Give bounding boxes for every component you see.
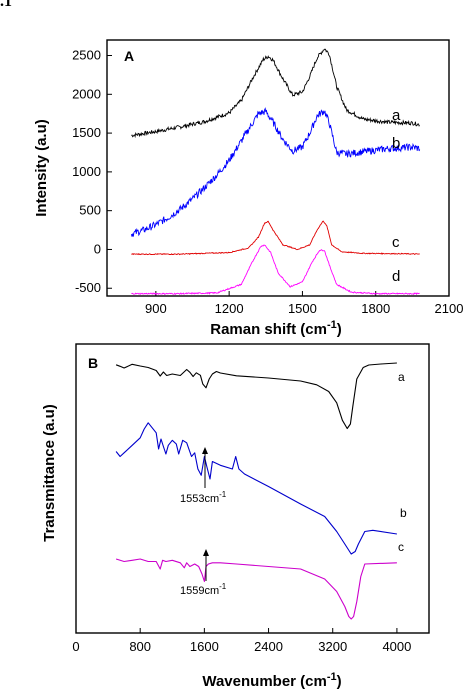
- ftir-x-tick-label: 1600: [190, 639, 219, 654]
- raman-panel-label: A: [124, 48, 134, 64]
- ftir-series-a: [115, 362, 397, 430]
- raman-series-b: [130, 107, 421, 237]
- raman-curves: [130, 48, 421, 296]
- raman-y-tick-label: 2000: [72, 86, 101, 101]
- raman-x-tick-label: 1500: [288, 301, 317, 316]
- ftir-annotation-1559: 1559cm-1: [180, 549, 227, 597]
- ftir-curve-label-b: b: [400, 506, 407, 520]
- raman-curve-label-b: b: [392, 135, 400, 152]
- raman-series-d: [131, 244, 420, 296]
- raman-x-tick-label: 2100: [435, 301, 464, 316]
- ftir-x-tick-label: 2400: [254, 639, 283, 654]
- ftir-annotation-1559-text: 1559cm-1: [180, 582, 227, 597]
- ftir-plot-frame: [75, 343, 430, 634]
- ftir-curve-label-c: c: [398, 540, 404, 554]
- raman-series-c: [131, 220, 420, 256]
- ftir-annotation-1553: 1553cm-1: [180, 447, 227, 505]
- ftir-series-b: [115, 422, 397, 555]
- ftir-x-tick-label: 3200: [318, 639, 347, 654]
- ftir-x-axis-label: Wavenumber (cm-1): [202, 671, 341, 690]
- raman-y-tick-label: 1500: [72, 125, 101, 140]
- ftir-annotation-1553-text: 1553cm-1: [180, 490, 227, 505]
- raman-y-axis-label: Intensity (a.u): [33, 119, 50, 217]
- ftir-panel: 0 800 1600 2400 3200 4000 B a b c 1553cm-1 15…: [41, 343, 430, 690]
- raman-x-tick-label: 1800: [361, 301, 390, 316]
- raman-x-axis-label: Raman shift (cm-1): [210, 319, 341, 338]
- raman-series-a: [131, 48, 420, 139]
- raman-y-tick-label: 1000: [72, 164, 101, 179]
- ftir-curves: [115, 362, 397, 620]
- raman-plot-frame: [106, 39, 450, 297]
- raman-x-tick-label: 900: [145, 301, 167, 316]
- ftir-series-c: [115, 558, 397, 620]
- ftir-panel-label: B: [88, 355, 98, 371]
- ftir-x-tick-label: 0: [72, 639, 79, 654]
- ftir-x-tick-label: 800: [129, 639, 151, 654]
- raman-curve-label-a: a: [392, 107, 401, 124]
- ftir-curve-label-a: a: [398, 370, 405, 384]
- raman-panel: 900 1200 1500 1800 2100 2500 2000 1500 1000 500 0 -…: [33, 39, 463, 338]
- raman-curve-label-c: c: [392, 234, 400, 251]
- figure-number-fragment: .1: [0, 0, 12, 10]
- ftir-y-axis-label: Transmittance (a.u): [41, 404, 58, 542]
- raman-curve-label-d: d: [392, 268, 400, 285]
- raman-x-tick-label: 1200: [215, 301, 244, 316]
- raman-y-tick-label: 500: [79, 203, 101, 218]
- raman-ticks: 900 1200 1500 1800 2100 2500 2000 1500 1000 500 0 -…: [72, 48, 463, 316]
- raman-y-tick-label: 2500: [72, 48, 101, 63]
- ftir-x-tick-label: 4000: [382, 639, 411, 654]
- raman-y-tick-label: -500: [75, 280, 101, 295]
- ftir-ticks: 0 800 1600 2400 3200 4000: [72, 628, 411, 654]
- raman-y-tick-label: 0: [94, 241, 101, 256]
